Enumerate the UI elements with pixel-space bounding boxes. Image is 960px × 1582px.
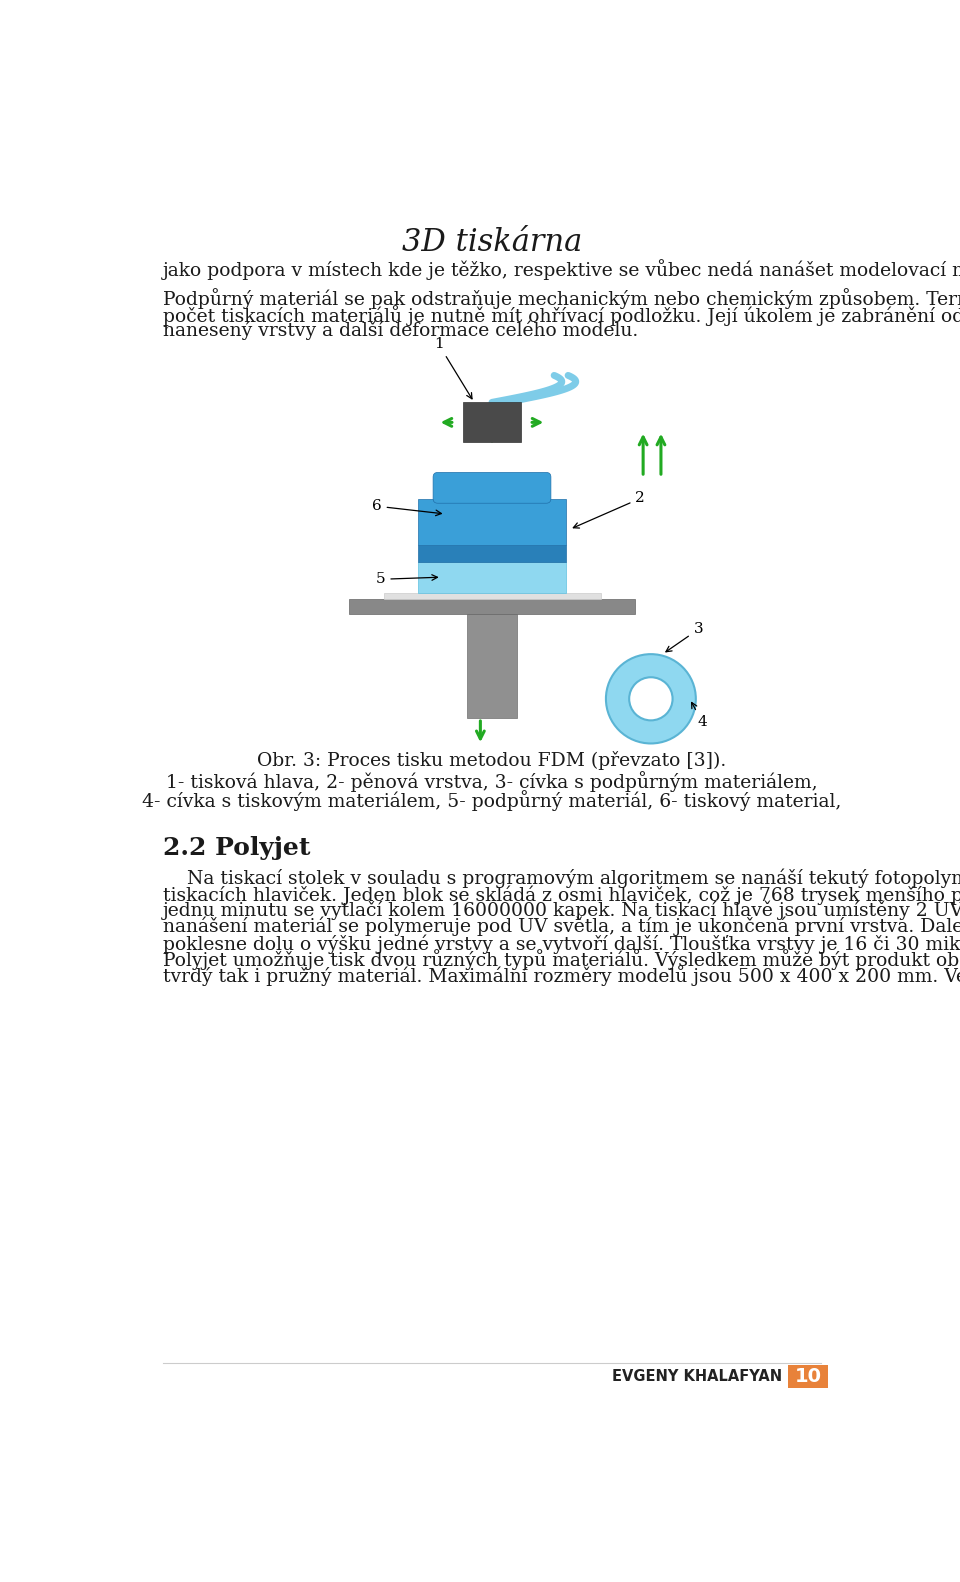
FancyBboxPatch shape [433,473,551,503]
Text: 1: 1 [434,337,472,399]
Text: 2.2 Polyjet: 2.2 Polyjet [162,835,310,861]
Text: počet tiskacích materiálů je nutně mít ohřívací podložku. Její úkolem je zabráně: počet tiskacích materiálů je nutně mít o… [162,305,960,326]
Bar [468,614,516,718]
Bar [419,544,565,562]
Bar [383,593,601,598]
Bar [788,1365,828,1387]
Text: Polyjet umožňuje tisk dvou různých typů materiálů. Výsledkem může být produkt ob: Polyjet umožňuje tisk dvou různých typů … [162,949,960,970]
Circle shape [606,653,696,744]
Text: 1- tisková hlava, 2- pěnová vrstva, 3- cívka s podpůrným materiálem,: 1- tisková hlava, 2- pěnová vrstva, 3- c… [166,770,818,793]
Text: 4: 4 [691,702,708,729]
Text: 4- cívka s tiskovým materiálem, 5- podpůrný materiál, 6- tiskový material,: 4- cívka s tiskovým materiálem, 5- podpů… [142,789,842,810]
Text: 3D tiskárna: 3D tiskárna [402,226,582,258]
Text: Na tiskací stolek v souladu s programovým algoritmem se nanáší tekutý fotopolyme: Na tiskací stolek v souladu s programový… [162,869,960,888]
Text: jednu minutu se vytlačí kolem 16000000 kapek. Na tiskací hlavě jsou umístěny 2 U: jednu minutu se vytlačí kolem 16000000 k… [162,900,960,921]
Bar [419,562,565,593]
Text: jako podpora v místech kde je těžko, respektive se vůbec nedá nanášet modelovací: jako podpora v místech kde je těžko, res… [162,259,960,280]
Text: Podpůrný materiál se pak odstraňuje mechanickým nebo chemickým způsobem. Termopl: Podpůrný materiál se pak odstraňuje mech… [162,288,960,310]
Bar [419,498,565,544]
Text: tvrdý tak i pružný materiál. Maximální rozměry modelů jsou 500 x 400 x 200 mm. V: tvrdý tak i pružný materiál. Maximální r… [162,965,960,986]
Text: 5: 5 [375,573,438,587]
Bar [463,402,521,443]
Text: nanesený vrstvy a další deformace celého modelu.: nanesený vrstvy a další deformace celého… [162,321,637,340]
Text: 2: 2 [573,492,645,528]
Bar [348,598,636,614]
Text: Obr. 3: Proces tisku metodou FDM (převzato [3]).: Obr. 3: Proces tisku metodou FDM (převza… [257,751,727,770]
Text: 6: 6 [372,500,442,516]
Circle shape [629,677,673,720]
Text: tiskacích hlaviček. Jeden blok se skládá z osmi hlaviček, což je 768 trysek menš: tiskacích hlaviček. Jeden blok se skládá… [162,884,960,905]
Text: EVGENY KHALAFYAN: EVGENY KHALAFYAN [612,1368,782,1384]
Text: nanášení materiál se polymeruje pod UV světla, a tím je ukončená první vrstva. D: nanášení materiál se polymeruje pod UV s… [162,916,960,937]
Text: poklesne dolu o výšku jedné vrstvy a se vytvoří další. Tloušťka vrstvy je 16 či : poklesne dolu o výšku jedné vrstvy a se … [162,933,960,954]
Text: 10: 10 [795,1367,822,1386]
Text: 3: 3 [666,622,703,652]
